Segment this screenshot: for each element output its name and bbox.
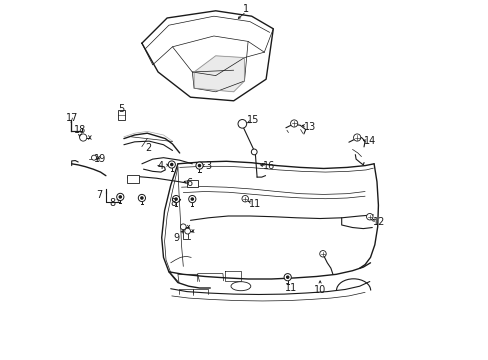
Text: 15: 15: [247, 114, 259, 125]
Circle shape: [191, 198, 193, 200]
Circle shape: [198, 165, 200, 167]
Circle shape: [238, 120, 246, 128]
Circle shape: [141, 197, 142, 199]
Circle shape: [319, 251, 325, 257]
Circle shape: [184, 228, 190, 234]
Circle shape: [119, 196, 121, 198]
Text: 19: 19: [94, 154, 106, 164]
Circle shape: [172, 195, 179, 203]
Text: 1: 1: [243, 4, 249, 14]
Text: 18: 18: [73, 125, 85, 135]
Text: 4: 4: [158, 161, 163, 171]
Text: 11: 11: [248, 199, 260, 210]
Circle shape: [284, 274, 291, 281]
Text: 14: 14: [364, 136, 376, 146]
FancyBboxPatch shape: [186, 180, 198, 187]
Text: 8: 8: [170, 198, 176, 208]
Text: 2: 2: [144, 143, 151, 153]
Circle shape: [196, 162, 203, 169]
Text: 17: 17: [66, 113, 79, 123]
Text: 10: 10: [313, 285, 325, 295]
Text: 8: 8: [109, 198, 115, 208]
Circle shape: [168, 161, 175, 168]
Text: 7: 7: [97, 190, 102, 200]
Text: 9: 9: [173, 233, 180, 243]
Text: 3: 3: [205, 161, 211, 171]
Text: 13: 13: [303, 122, 316, 132]
Circle shape: [188, 195, 196, 203]
Circle shape: [290, 120, 297, 127]
Circle shape: [138, 194, 145, 202]
Circle shape: [91, 155, 96, 160]
Circle shape: [175, 198, 177, 200]
Ellipse shape: [230, 282, 250, 291]
Circle shape: [80, 134, 87, 141]
Polygon shape: [194, 56, 244, 92]
FancyBboxPatch shape: [127, 175, 139, 183]
Text: 16: 16: [263, 161, 275, 171]
FancyBboxPatch shape: [118, 110, 125, 120]
Circle shape: [180, 224, 186, 230]
Text: 12: 12: [372, 217, 385, 228]
Circle shape: [366, 213, 372, 220]
Circle shape: [251, 149, 257, 155]
Text: 11: 11: [284, 283, 296, 293]
Circle shape: [286, 276, 288, 278]
Circle shape: [170, 163, 172, 166]
Circle shape: [242, 195, 248, 202]
Circle shape: [117, 193, 123, 201]
Circle shape: [353, 134, 360, 141]
Text: 6: 6: [186, 177, 192, 188]
Text: 5: 5: [118, 104, 124, 114]
